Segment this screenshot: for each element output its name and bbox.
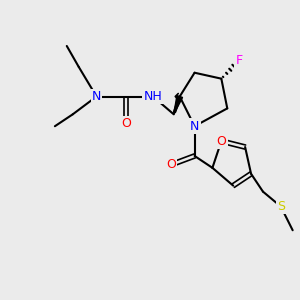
Polygon shape [174,96,182,114]
Text: N: N [92,90,101,103]
Text: N: N [190,120,199,133]
Text: F: F [236,54,243,67]
Text: O: O [121,117,131,130]
Text: S: S [277,200,285,213]
Text: O: O [216,135,226,148]
Text: NH: NH [144,90,162,103]
Text: O: O [166,158,176,171]
